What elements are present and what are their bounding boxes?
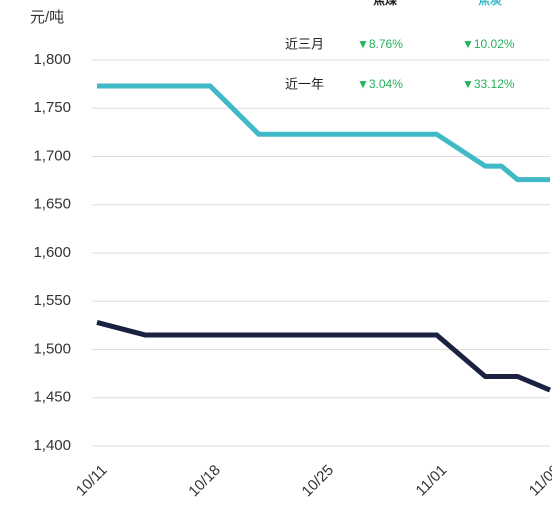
x-tick-label: 10/25	[299, 462, 338, 501]
summary-change: ▼10.02%	[462, 37, 515, 51]
line-series	[97, 83, 550, 183]
y-tick-label: 1,600	[33, 244, 71, 261]
y-tick-label: 1,750	[33, 99, 71, 116]
y-tick-label: 1,700	[33, 147, 71, 164]
legend-header: 焦煤	[372, 0, 397, 7]
y-tick-label: 1,550	[33, 292, 71, 309]
y-tick-label: 1,500	[33, 340, 71, 357]
y-tick-label: 1,400	[33, 437, 71, 454]
x-tick-label: 11/08	[526, 462, 552, 500]
summary-change: ▼8.76%	[357, 37, 403, 51]
y-tick-label: 1,800	[33, 51, 71, 68]
y-axis-label: 元/吨	[30, 9, 64, 26]
summary-change: ▼33.12%	[462, 77, 515, 91]
legend-header: 焦炭	[477, 0, 502, 7]
y-tick-label: 1,450	[33, 389, 71, 406]
summary-change: ▼3.04%	[357, 77, 403, 91]
summary-label: 近三月	[285, 36, 324, 51]
x-tick-label: 11/01	[413, 462, 451, 500]
y-tick-label: 1,650	[33, 196, 71, 213]
summary-label: 近一年	[285, 76, 324, 91]
x-tick-label: 10/18	[185, 462, 224, 501]
line-series	[96, 320, 551, 393]
x-tick-label: 10/11	[73, 462, 111, 500]
